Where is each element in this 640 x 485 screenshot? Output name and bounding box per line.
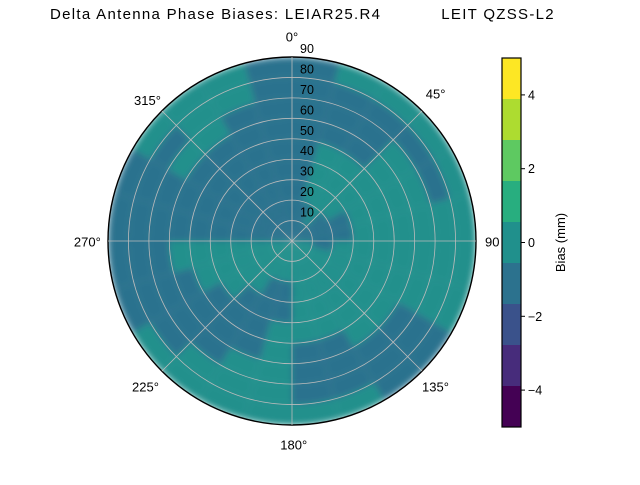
svg-text:30: 30 (300, 165, 314, 179)
svg-text:90: 90 (300, 42, 314, 56)
svg-text:−4: −4 (528, 384, 542, 398)
svg-text:40: 40 (300, 144, 314, 158)
svg-text:135°: 135° (422, 379, 449, 394)
svg-text:80: 80 (300, 62, 314, 76)
svg-text:60: 60 (300, 103, 314, 117)
svg-text:270°: 270° (74, 235, 101, 250)
svg-text:90: 90 (485, 235, 499, 250)
svg-text:0°: 0° (286, 29, 298, 44)
svg-text:10: 10 (300, 206, 314, 220)
svg-text:70: 70 (300, 83, 314, 97)
svg-text:180°: 180° (280, 437, 307, 452)
svg-text:315°: 315° (134, 93, 161, 108)
svg-text:4: 4 (528, 88, 535, 102)
svg-text:225°: 225° (132, 379, 159, 394)
svg-text:Bias (mm): Bias (mm) (553, 213, 568, 272)
svg-text:−2: −2 (528, 310, 542, 324)
svg-text:50: 50 (300, 124, 314, 138)
svg-text:45°: 45° (426, 87, 446, 102)
svg-text:2: 2 (528, 162, 535, 176)
svg-text:20: 20 (300, 185, 314, 199)
svg-text:0: 0 (528, 236, 535, 250)
